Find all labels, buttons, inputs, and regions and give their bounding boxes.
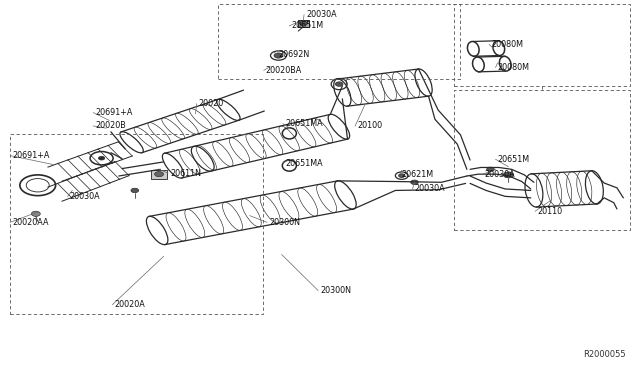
- Text: 20691+A: 20691+A: [95, 108, 132, 117]
- Circle shape: [411, 180, 419, 185]
- Text: 20651M: 20651M: [497, 155, 530, 164]
- Circle shape: [155, 171, 164, 177]
- Text: 20651M: 20651M: [291, 22, 323, 31]
- Text: 20030A: 20030A: [306, 10, 337, 19]
- Circle shape: [274, 53, 283, 58]
- Text: 20300N: 20300N: [269, 218, 300, 227]
- Text: 20020B: 20020B: [95, 122, 126, 131]
- Text: 20611N: 20611N: [170, 169, 201, 177]
- Text: 20030A: 20030A: [70, 192, 100, 201]
- Text: 20300N: 20300N: [320, 286, 351, 295]
- Text: 20651MA: 20651MA: [285, 158, 323, 167]
- Circle shape: [99, 156, 105, 160]
- Text: 20080M: 20080M: [497, 63, 529, 72]
- Bar: [298, 20, 309, 27]
- Circle shape: [131, 188, 139, 193]
- Text: 20621M: 20621M: [402, 170, 434, 179]
- Circle shape: [300, 21, 307, 26]
- Circle shape: [335, 82, 343, 86]
- Circle shape: [31, 211, 40, 217]
- Text: 20080M: 20080M: [491, 40, 523, 49]
- Circle shape: [486, 167, 494, 171]
- Bar: [152, 170, 167, 179]
- Text: R2000055: R2000055: [582, 350, 625, 359]
- Text: 20692N: 20692N: [278, 50, 310, 59]
- Circle shape: [399, 174, 405, 177]
- Text: 20100: 20100: [357, 122, 382, 131]
- Text: 20020A: 20020A: [115, 300, 145, 309]
- Text: 20030A: 20030A: [484, 170, 515, 179]
- Text: 20110: 20110: [537, 207, 563, 216]
- Text: 20691+A: 20691+A: [12, 151, 49, 160]
- Text: 20651MA: 20651MA: [285, 119, 323, 128]
- Text: 20020BA: 20020BA: [266, 66, 302, 75]
- Text: 20020: 20020: [198, 99, 224, 108]
- Text: 20020AA: 20020AA: [12, 218, 49, 227]
- Circle shape: [503, 172, 513, 178]
- Text: 20030A: 20030A: [415, 185, 445, 193]
